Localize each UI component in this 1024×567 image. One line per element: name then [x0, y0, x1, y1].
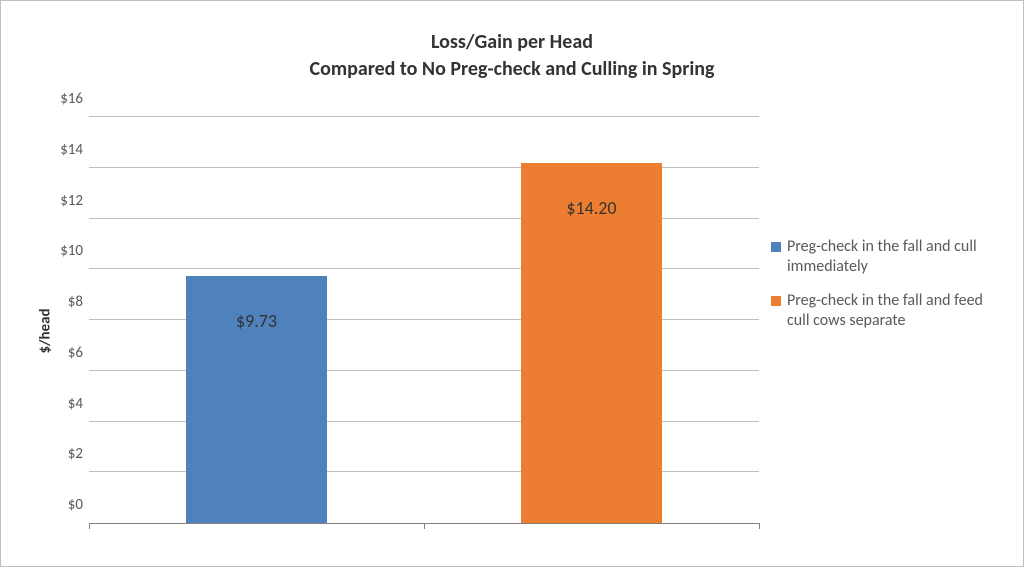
ytick-label: $8	[68, 293, 83, 311]
x-tick	[424, 523, 425, 529]
ytick-label: $6	[68, 344, 83, 362]
ytick-label: $12	[60, 192, 83, 210]
bar-data-label: $14.20	[566, 197, 616, 219]
chart-title-line2: Compared to No Preg-check and Culling in…	[1, 56, 1023, 83]
legend-text: Preg-check in the fall and feed cull cow…	[787, 291, 1009, 331]
x-tick	[759, 523, 760, 529]
x-tick	[89, 523, 90, 529]
bar: $9.73	[186, 276, 327, 523]
ytick-label: $16	[60, 90, 83, 108]
legend: Preg-check in the fall and cull immediat…	[771, 223, 1009, 345]
ytick-label: $2	[68, 445, 83, 463]
plot-area: $0$2$4$6$8$10$12$14$16$9.73$14.20	[89, 117, 759, 524]
bar-data-label: $9.73	[236, 310, 277, 332]
ytick-label: $0	[68, 496, 83, 514]
chart-title-line1: Loss/Gain per Head	[1, 29, 1023, 56]
legend-item: Preg-check in the fall and cull immediat…	[771, 237, 1009, 277]
gridline	[89, 116, 759, 117]
bar: $14.20	[521, 163, 662, 523]
ytick-label: $4	[68, 395, 83, 413]
legend-item: Preg-check in the fall and feed cull cow…	[771, 291, 1009, 331]
legend-swatch	[771, 296, 781, 306]
ytick-label: $10	[60, 242, 83, 260]
y-axis-title: $/head	[37, 308, 55, 353]
legend-text: Preg-check in the fall and cull immediat…	[787, 237, 1009, 277]
ytick-label: $14	[60, 141, 83, 159]
legend-swatch	[771, 242, 781, 252]
chart-body: $/head $0$2$4$6$8$10$12$14$16$9.73$14.20	[89, 117, 759, 544]
chart-container: Loss/Gain per Head Compared to No Preg-c…	[0, 0, 1024, 567]
chart-title: Loss/Gain per Head Compared to No Preg-c…	[1, 1, 1023, 83]
